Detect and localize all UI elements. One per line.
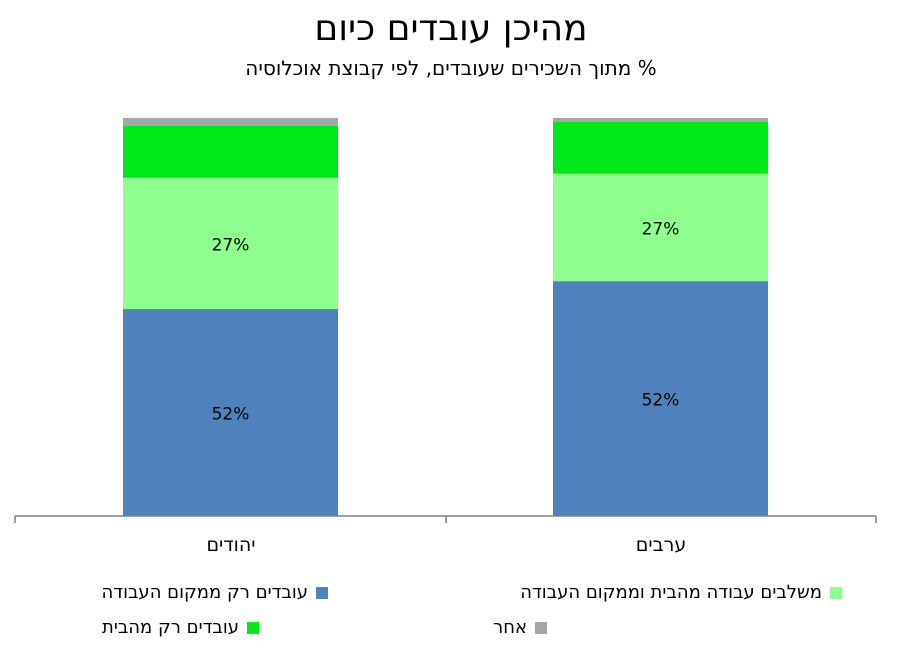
legend-label-workplace-only: עובדים רק ממקום העבודה [101, 582, 308, 603]
bar-segment-1-2 [553, 121, 768, 174]
x-tick-label-1: ערבים [636, 534, 686, 556]
bar-segment-1-1 [553, 173, 768, 282]
legend-item-home-only: עובדים רק מהבית [102, 617, 259, 638]
legend-label-other: אחר [493, 617, 527, 638]
x-tick-label-0: יהודים [206, 534, 255, 556]
data-label-0-0: 52% [212, 405, 250, 425]
legend-swatch-hybrid [830, 586, 842, 599]
legend-swatch-home-only [247, 621, 259, 634]
data-label-0-1: 27% [212, 235, 250, 255]
bar-segment-1-0 [553, 281, 768, 516]
legend-swatch-other [535, 621, 547, 634]
data-label-1-1: 27% [642, 219, 680, 239]
bar-segment-0-0 [123, 309, 338, 516]
legend-label-hybrid: משלבים עבודה מהבית וממקום העבודה [520, 582, 822, 603]
bar-segment-0-3 [123, 118, 338, 126]
legend-item-hybrid: משלבים עבודה מהבית וממקום העבודה [520, 582, 842, 603]
bar-segment-0-1 [123, 177, 338, 310]
chart-subtitle: % מתוך השכירים שעובדים, לפי קבוצת אוכלוס… [245, 56, 657, 80]
legend-label-home-only: עובדים רק מהבית [102, 617, 239, 638]
legend-swatch-workplace-only [316, 586, 328, 599]
legend-item-other: אחר [493, 617, 547, 638]
legend-item-workplace-only: עובדים רק ממקום העבודה [102, 582, 328, 603]
chart-title: מהיכן עובדים כיום [314, 8, 588, 49]
bar-segment-1-3 [553, 118, 768, 122]
data-label-1-0: 52% [642, 391, 680, 411]
bar-segment-0-2 [123, 125, 338, 178]
